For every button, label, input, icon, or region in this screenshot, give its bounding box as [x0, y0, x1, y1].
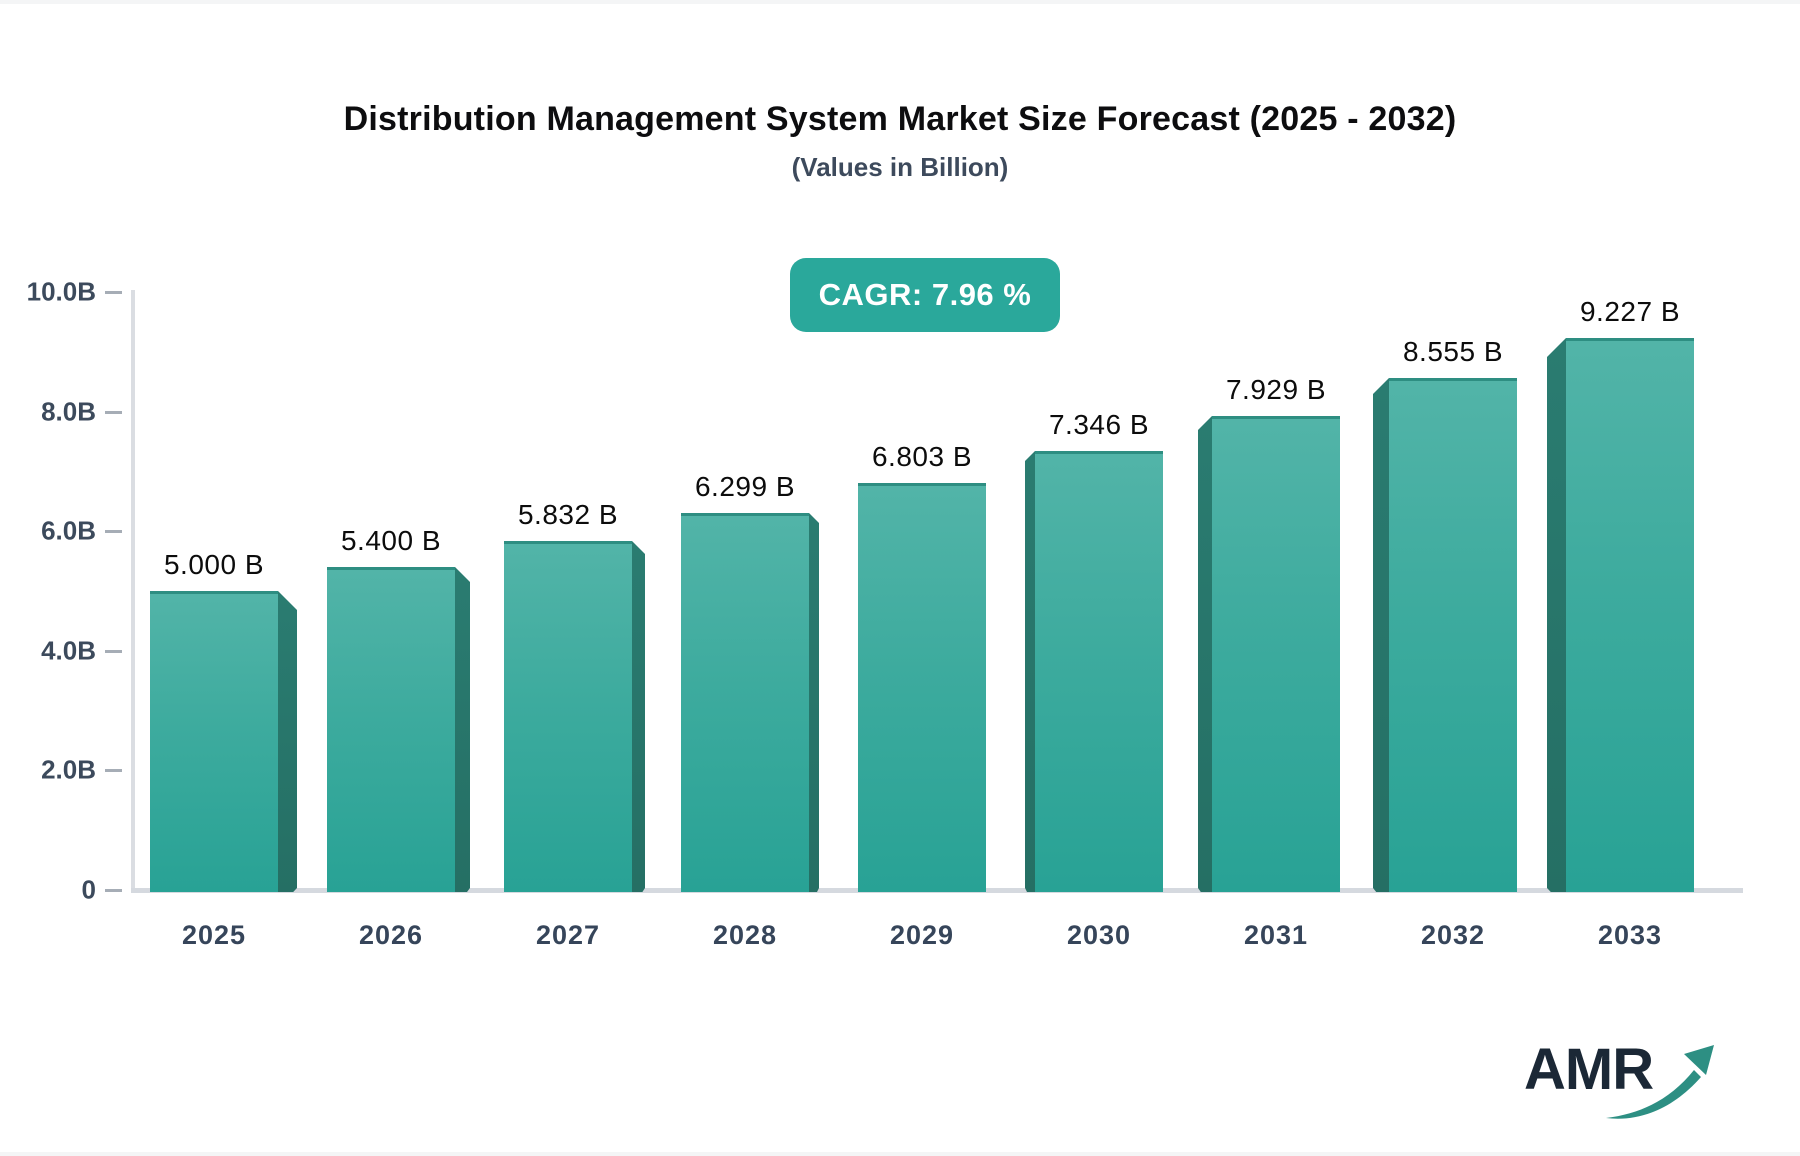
- y-tick-label: 6.0B: [41, 515, 96, 546]
- y-tick: [105, 410, 122, 414]
- bar-side-2025: [278, 591, 297, 892]
- x-axis-label-2031: 2031: [1243, 920, 1309, 950]
- x-axis-label-2025: 2025: [181, 920, 247, 950]
- y-tick: [105, 889, 122, 892]
- bar-value-label-2032: 8.555 B: [1402, 336, 1504, 367]
- y-tick-label: 0: [81, 874, 96, 905]
- y-tick-label: 10.0B: [26, 276, 96, 307]
- bar-value-label-2028: 6.299 B: [694, 471, 796, 502]
- growth-arrow-icon: [1606, 1045, 1714, 1119]
- y-tick-label: 2.0B: [41, 754, 96, 785]
- page-title: Distribution Management System Market Si…: [343, 100, 1457, 138]
- bar-2026: [327, 567, 455, 892]
- bar-side-2027: [632, 541, 645, 892]
- x-axis-label-2033: 2033: [1597, 920, 1663, 950]
- bar-side-2032: [1373, 378, 1389, 892]
- bar-2031: [1212, 416, 1340, 892]
- bar-side-2031: [1198, 416, 1212, 892]
- amr-logo: AMR: [1524, 1034, 1734, 1134]
- x-axis-label-2027: 2027: [535, 920, 601, 950]
- y-axis-line: [131, 290, 135, 892]
- x-axis-label-2026: 2026: [358, 920, 424, 950]
- bar-side-2028: [809, 513, 819, 892]
- y-tick: [105, 769, 122, 773]
- bar-2029: [858, 483, 986, 892]
- x-axis-label-2030: 2030: [1066, 920, 1132, 950]
- bar-2025: [150, 591, 278, 892]
- y-tick-label: 4.0B: [41, 635, 96, 666]
- bar-value-label-2031: 7.929 B: [1225, 374, 1327, 405]
- cagr-badge: CAGR: 7.96 %: [790, 258, 1060, 332]
- bar-side-2030: [1025, 451, 1035, 892]
- x-axis-label-2032: 2032: [1420, 920, 1486, 950]
- y-tick: [105, 291, 122, 294]
- bar-value-label-2026: 5.400 B: [340, 525, 442, 556]
- page-subtitle: (Values in Billion): [791, 152, 1009, 182]
- x-axis-label-2029: 2029: [889, 920, 955, 950]
- cagr-badge-label: CAGR: 7.96 %: [818, 277, 1032, 312]
- bar-2033: [1566, 338, 1694, 892]
- bar-chart: 10.0B 8.0B 6.0B 4.0B 2.0B 0 5.000 B 5.400 B 5.8…: [0, 4, 1800, 1152]
- y-tick: [105, 649, 122, 653]
- x-axis-label-2028: 2028: [712, 920, 778, 950]
- bar-value-label-2030: 7.346 B: [1048, 409, 1150, 440]
- bar-value-label-2033: 9.227 B: [1579, 296, 1681, 327]
- bar-2032: [1389, 378, 1517, 892]
- amr-logo-text: AMR: [1524, 1037, 1654, 1102]
- bar-2030: [1035, 451, 1163, 892]
- y-tick: [105, 530, 122, 534]
- bar-value-label-2027: 5.832 B: [517, 499, 619, 530]
- y-tick-label: 8.0B: [41, 396, 96, 427]
- bar-2027: [504, 541, 632, 892]
- bar-side-2033: [1547, 338, 1566, 892]
- bar-side-2026: [455, 567, 470, 892]
- bar-value-label-2025: 5.000 B: [163, 549, 265, 580]
- bar-value-label-2029: 6.803 B: [871, 441, 973, 472]
- bar-2028: [681, 513, 809, 892]
